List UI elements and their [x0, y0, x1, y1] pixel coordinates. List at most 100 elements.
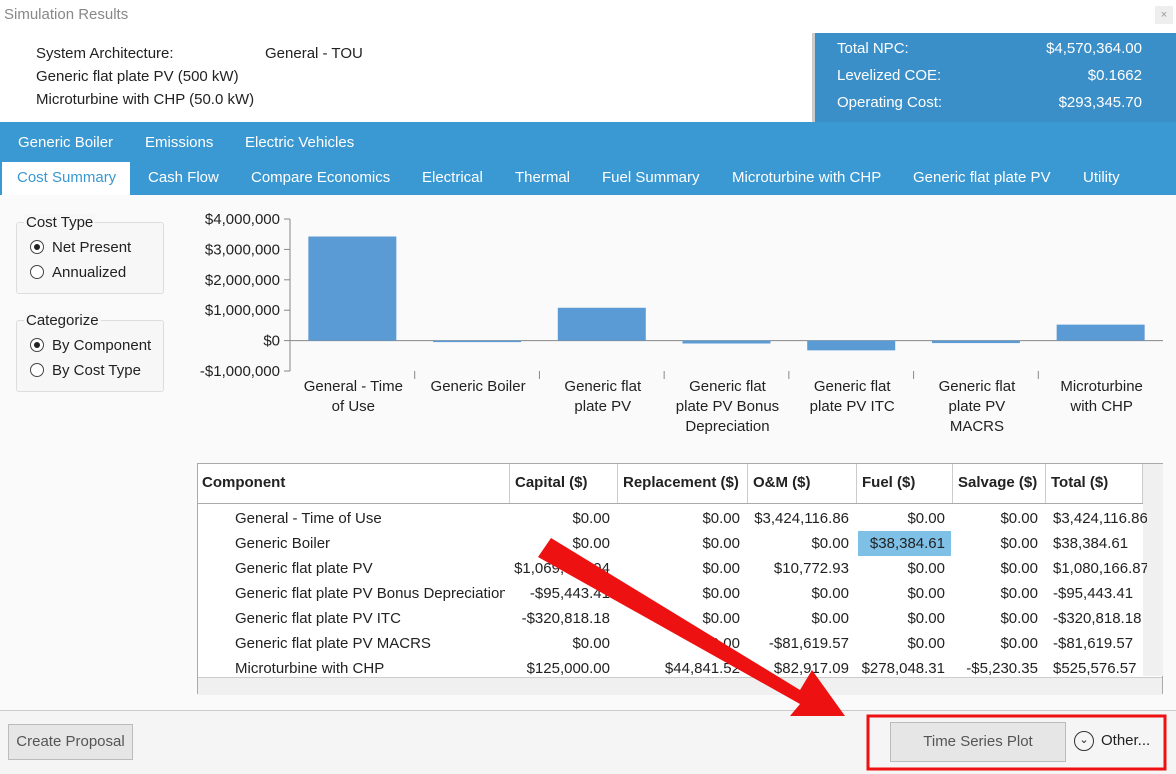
- table-cell: $3,424,116.86: [1047, 506, 1147, 531]
- table-cell: Generic flat plate PV Bonus Depreciation: [235, 581, 505, 606]
- table-cell: Microturbine with CHP: [235, 656, 505, 681]
- summary-value: $293,345.70: [1059, 94, 1142, 111]
- table-cell: $0.00: [511, 531, 616, 556]
- table-cell: Generic Boiler: [235, 531, 505, 556]
- create-proposal-button[interactable]: Create Proposal: [8, 724, 133, 760]
- table-cell: $278,048.31: [858, 656, 951, 681]
- bar: [558, 308, 646, 341]
- table-cell: $0.00: [858, 581, 951, 606]
- tab[interactable]: Electrical: [422, 169, 483, 186]
- tab[interactable]: Cost Summary: [17, 169, 116, 186]
- bar: [308, 237, 396, 341]
- table-cell: $38,384.61: [1047, 531, 1147, 556]
- table-cell: General - Time of Use: [235, 506, 505, 531]
- table-cell: $0.00: [619, 556, 746, 581]
- column-divider: [952, 464, 953, 504]
- x-tick-label: Generic Boiler: [423, 377, 534, 397]
- window-title: Simulation Results: [4, 6, 128, 23]
- bar: [1057, 325, 1145, 341]
- table-cell: $0.00: [511, 631, 616, 656]
- other-button[interactable]: Other...: [1101, 732, 1150, 749]
- bar: [433, 341, 521, 343]
- table-cell: $0.00: [511, 506, 616, 531]
- table-cell: $82,917.09: [749, 656, 855, 681]
- arch-line: Microturbine with CHP (50.0 kW): [36, 91, 254, 108]
- header-divider: [198, 503, 1143, 504]
- table-cell: $10,772.93: [749, 556, 855, 581]
- table-cell: $0.00: [619, 506, 746, 531]
- close-button[interactable]: ×: [1155, 6, 1173, 24]
- table-cell: -$95,443.41: [1047, 581, 1147, 606]
- time-series-button[interactable]: Time Series Plot: [890, 722, 1066, 762]
- tab[interactable]: Emissions: [145, 134, 213, 151]
- tab[interactable]: Cash Flow: [148, 169, 219, 186]
- x-tick-label: Generic flat plate PV Bonus Depreciation: [672, 377, 783, 437]
- table-cell: $0.00: [619, 606, 746, 631]
- table-cell: $38,384.61: [858, 531, 951, 556]
- y-tick-label: $4,000,000: [205, 211, 280, 228]
- table-cell: $0.00: [749, 531, 855, 556]
- radio-label: By Component: [52, 337, 151, 354]
- arch-line: Generic flat plate PV (500 kW): [36, 68, 239, 85]
- column-divider: [1045, 464, 1046, 504]
- summary-value: $4,570,364.00: [1046, 40, 1142, 57]
- table-cell: $0.00: [858, 556, 951, 581]
- tab[interactable]: Generic flat plate PV: [913, 169, 1051, 186]
- table-cell: $0.00: [954, 606, 1044, 631]
- tab[interactable]: Electric Vehicles: [245, 134, 354, 151]
- group-legend: Cost Type: [24, 214, 95, 231]
- tab[interactable]: Fuel Summary: [602, 169, 700, 186]
- summary-value: $0.1662: [1088, 67, 1142, 84]
- bar: [683, 341, 771, 344]
- column-header: Total ($): [1051, 474, 1108, 491]
- table-cell: $0.00: [954, 531, 1044, 556]
- radio-button[interactable]: [30, 265, 44, 279]
- column-divider: [1142, 464, 1143, 504]
- radio-button[interactable]: [30, 363, 44, 377]
- other-icon[interactable]: ⌄: [1074, 731, 1094, 751]
- bar: [807, 341, 895, 351]
- bar: [932, 341, 1020, 343]
- table-cell: -$81,619.57: [749, 631, 855, 656]
- x-tick-label: General - Time of Use: [298, 377, 409, 417]
- table-cell: Generic flat plate PV: [235, 556, 505, 581]
- tab[interactable]: Generic Boiler: [18, 134, 113, 151]
- x-tick-label: Generic flat plate PV ITC: [797, 377, 908, 417]
- y-tick-label: $0: [263, 333, 280, 350]
- column-divider: [747, 464, 748, 504]
- column-header: Fuel ($): [862, 474, 915, 491]
- table-cell: $0.00: [858, 506, 951, 531]
- column-header: Component: [202, 474, 285, 491]
- summary-label: Operating Cost:: [837, 94, 942, 111]
- radio-button[interactable]: [30, 240, 44, 254]
- table-cell: $0.00: [954, 631, 1044, 656]
- radio-label: Annualized: [52, 264, 126, 281]
- y-tick-label: $3,000,000: [205, 241, 280, 258]
- table-cell: $1,069,393.94: [511, 556, 616, 581]
- tab[interactable]: Thermal: [515, 169, 570, 186]
- radio-option[interactable]: Annualized: [30, 264, 126, 281]
- table-cell: $0.00: [619, 581, 746, 606]
- radio-option[interactable]: Net Present: [30, 239, 131, 256]
- table-cell: $1,080,166.87: [1047, 556, 1147, 581]
- radio-option[interactable]: By Component: [30, 337, 151, 354]
- table-cell: $0.00: [749, 581, 855, 606]
- radio-label: Net Present: [52, 239, 131, 256]
- table-cell: $0.00: [749, 606, 855, 631]
- x-tick-label: Generic flat plate PV: [547, 377, 658, 417]
- table-cell: $0.00: [954, 556, 1044, 581]
- table-cell: Generic flat plate PV MACRS: [235, 631, 505, 656]
- tab[interactable]: Compare Economics: [251, 169, 390, 186]
- radio-button[interactable]: [30, 338, 44, 352]
- column-divider: [856, 464, 857, 504]
- table-cell: $0.00: [619, 631, 746, 656]
- tab[interactable]: Microturbine with CHP: [732, 169, 881, 186]
- table-cell: $44,841.52: [619, 656, 746, 681]
- x-tick-label: Microturbine with CHP: [1046, 377, 1157, 417]
- table-cell: $0.00: [619, 531, 746, 556]
- table-cell: $0.00: [858, 606, 951, 631]
- table-cell: -$320,818.18: [511, 606, 616, 631]
- radio-option[interactable]: By Cost Type: [30, 362, 141, 379]
- title-bar: [0, 0, 1176, 30]
- tab[interactable]: Utility: [1083, 169, 1120, 186]
